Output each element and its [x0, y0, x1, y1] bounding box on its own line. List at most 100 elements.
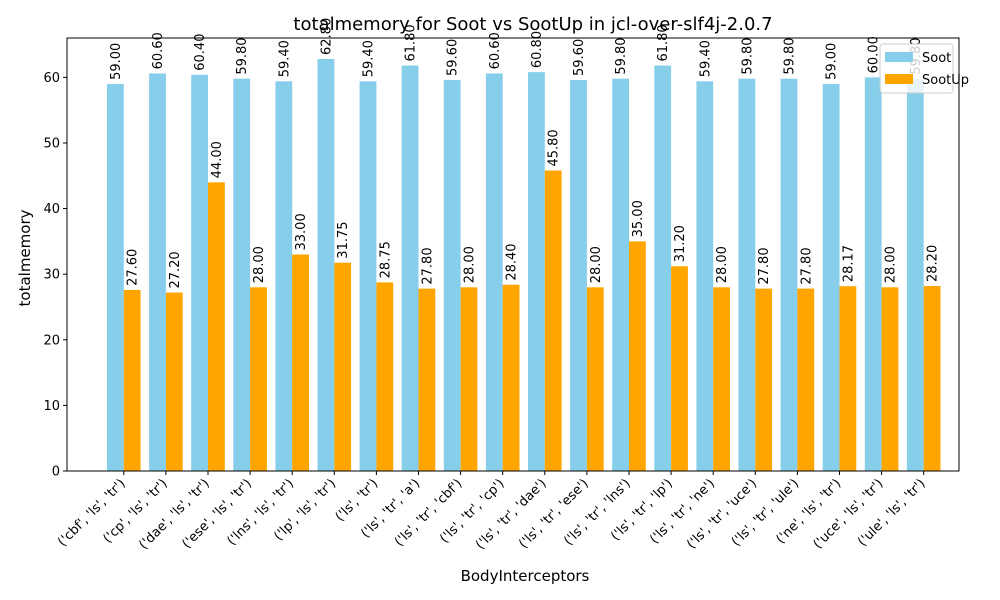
legend-swatch: [885, 52, 913, 62]
legend-swatch: [885, 74, 913, 84]
sootup-data-label: 27.60: [126, 249, 141, 286]
soot-data-label: 59.80: [783, 37, 798, 74]
sootup-data-label: 33.00: [294, 213, 309, 250]
chart-title: totalmemory for Soot vs SootUp in jcl-ov…: [293, 14, 772, 35]
legend-label: SootUp: [922, 73, 969, 88]
soot-bar: [443, 79, 461, 471]
sootup-data-label: 35.00: [631, 200, 646, 237]
sootup-data-label: 28.00: [715, 246, 730, 283]
sootup-bar: [839, 286, 857, 471]
soot-data-label: 59.60: [446, 39, 461, 76]
soot-data-label: 62.80: [319, 18, 334, 55]
legend: Soot SootUp: [879, 43, 969, 94]
soot-data-label: 59.40: [362, 40, 377, 77]
soot-bar: [401, 65, 419, 472]
sootup-bar: [797, 288, 815, 471]
x-axis: ('cbf', 'ls', 'tr')('cp', 'ls', 'tr')('d…: [55, 471, 929, 553]
sootup-bar: [713, 287, 730, 471]
soot-bar: [275, 81, 293, 472]
soot-bar: [780, 78, 798, 472]
y-tick-label: 50: [43, 136, 60, 151]
soot-bar: [485, 73, 503, 471]
soot-data-label: 59.00: [109, 43, 124, 80]
soot-data-label: 60.40: [193, 34, 208, 71]
sootup-data-label: 27.80: [799, 247, 814, 284]
soot-data-label: 60.60: [151, 32, 166, 69]
bars-layer: [107, 58, 941, 472]
soot-data-label: 59.80: [235, 37, 250, 74]
soot-data-label: 60.60: [488, 32, 503, 69]
soot-bar: [612, 78, 629, 472]
sootup-data-label: 31.75: [336, 221, 351, 258]
soot-data-label: 61.80: [656, 24, 671, 61]
sootup-bar: [923, 285, 941, 471]
sootup-bar: [881, 287, 899, 471]
soot-data-label: 59.00: [825, 43, 840, 80]
plot-frame: [66, 37, 960, 472]
sootup-bar: [502, 284, 520, 471]
soot-bar: [233, 78, 251, 472]
sootup-data-label: 27.80: [757, 247, 772, 284]
sootup-data-label: 44.00: [210, 141, 225, 178]
sootup-data-label: 28.75: [378, 241, 393, 278]
sootup-bar: [123, 289, 141, 471]
sootup-bar: [755, 288, 773, 471]
sootup-bar: [586, 287, 604, 471]
soot-data-label: 60.80: [530, 31, 545, 68]
sootup-data-label: 28.00: [884, 246, 899, 283]
y-tick-label: 10: [43, 399, 60, 414]
sootup-data-label: 28.00: [463, 246, 478, 283]
sootup-bar: [334, 262, 352, 471]
sootup-data-label: 28.17: [841, 245, 856, 282]
sootup-bar: [460, 287, 478, 471]
soot-data-label: 61.80: [404, 24, 419, 61]
sootup-data-label: 31.20: [673, 225, 688, 262]
y-tick-label: 20: [43, 333, 60, 348]
soot-data-label: 60.00: [867, 36, 882, 73]
soot-bar: [107, 83, 124, 471]
soot-bar: [528, 72, 545, 472]
sootup-bar: [418, 288, 436, 471]
legend-label: Soot: [922, 51, 951, 66]
soot-data-label: 59.40: [277, 40, 292, 77]
y-axis: 0 10 20 30 40 50 60: [43, 71, 67, 480]
sootup-bar: [671, 266, 688, 471]
sootup-bar: [250, 287, 267, 471]
y-tick-label: 60: [43, 71, 60, 86]
sootup-bar: [629, 241, 646, 471]
sootup-data-label: 27.80: [420, 247, 435, 284]
soot-bar: [570, 79, 587, 471]
soot-bar: [822, 83, 840, 471]
sootup-data-label: 45.80: [547, 129, 562, 166]
soot-data-label: 59.80: [740, 37, 755, 74]
y-tick-label: 0: [52, 465, 60, 480]
data-labels-layer: 59.00 60.60 60.40 59.80 59.40 62.80 59.40 61.80…: [109, 18, 941, 289]
sootup-data-label: 27.20: [168, 251, 183, 288]
sootup-data-label: 28.20: [926, 245, 941, 282]
sootup-bar: [376, 282, 394, 471]
sootup-bar: [208, 182, 225, 472]
soot-bar: [149, 73, 166, 471]
soot-data-label: 59.80: [614, 37, 629, 74]
soot-bar: [654, 65, 672, 472]
soot-bar: [317, 58, 335, 472]
soot-bar: [738, 78, 756, 472]
soot-data-label: 59.60: [572, 39, 587, 76]
sootup-data-label: 28.00: [589, 246, 604, 283]
soot-bar: [906, 78, 924, 472]
sootup-bar: [544, 170, 562, 472]
soot-bar: [191, 74, 208, 472]
y-tick-label: 30: [43, 268, 60, 283]
x-axis-title: BodyInterceptors: [461, 567, 590, 585]
sootup-data-label: 28.40: [505, 243, 520, 280]
y-tick-label: 40: [43, 202, 60, 217]
sootup-bar: [165, 292, 183, 471]
soot-bar: [696, 81, 714, 472]
sootup-data-label: 28.00: [252, 246, 267, 283]
soot-data-label: 59.40: [698, 40, 713, 77]
soot-bar: [864, 77, 882, 471]
soot-bar: [359, 81, 377, 472]
y-axis-title: totalmemory: [16, 209, 34, 306]
